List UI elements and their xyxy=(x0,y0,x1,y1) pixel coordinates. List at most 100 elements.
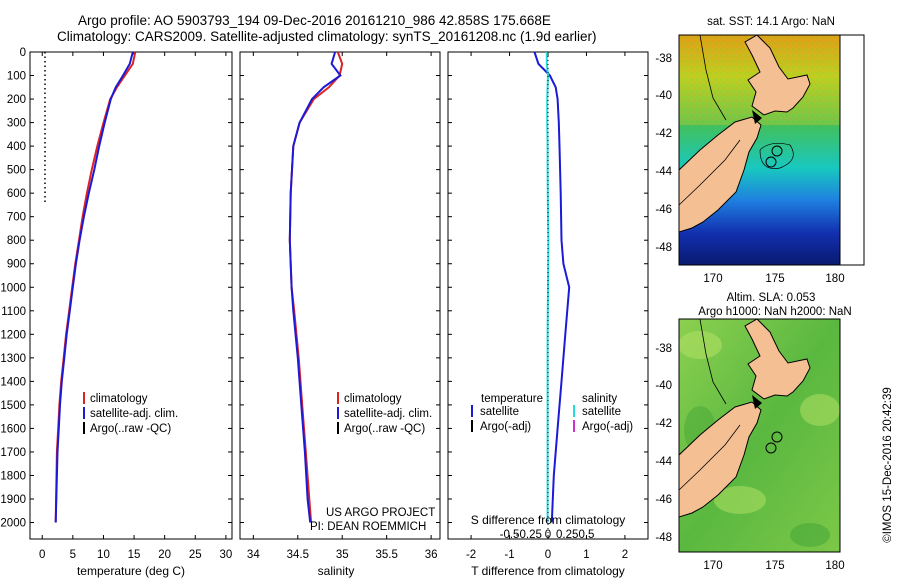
sst-lat-tick: -48 xyxy=(655,242,672,254)
x-tick-label: -2 xyxy=(466,549,476,561)
depth-tick-label: 1400 xyxy=(0,376,26,388)
x-tick-label: 30 xyxy=(219,549,232,561)
s-diff-tick-label: -0.25 xyxy=(516,529,542,541)
series-line-climatology xyxy=(288,51,344,523)
t-difference-axis-label: T difference from climatology xyxy=(471,564,625,578)
sla-lat-tick: -38 xyxy=(655,343,672,355)
sst-map-title: sat. SST: 14.1 Argo: NaN xyxy=(707,16,835,28)
depth-tick-label: 300 xyxy=(7,118,26,130)
x-tick-label: 25 xyxy=(189,549,202,561)
temperature-plot-frame xyxy=(29,51,233,540)
x-tick-label: 35 xyxy=(336,549,349,561)
pi-credit: PI: DEAN ROEMMICH xyxy=(310,521,426,533)
x-tick-label: -1 xyxy=(504,549,514,561)
sla-lat-tick: -44 xyxy=(655,456,672,468)
x-tick-label: 10 xyxy=(97,549,110,561)
depth-tick-label: 1800 xyxy=(0,470,26,482)
temperature-axis-label: temperature (deg C) xyxy=(77,564,185,578)
sst-lat-tick: -38 xyxy=(655,53,672,65)
temperature-chart: 0 5 10 15 20 25 30 xyxy=(30,51,232,561)
imos-timestamp: ©IMOS 15-Dec-2016 20:42:39 xyxy=(882,387,894,543)
legend-label-climatology: climatology xyxy=(344,393,402,405)
depth-tick-label: 1900 xyxy=(0,494,26,506)
sla-map xyxy=(678,318,841,553)
series-line-satellite xyxy=(54,51,134,523)
salinity-axis-label: salinity xyxy=(318,564,355,578)
sla-lon-tick: 170 xyxy=(703,560,722,572)
depth-tick-label: 1700 xyxy=(0,447,26,459)
depth-tick-label: 1100 xyxy=(1,306,26,318)
x-tick-label: 5 xyxy=(70,549,76,561)
depth-tick-label: 500 xyxy=(7,165,26,177)
north-island xyxy=(744,35,811,116)
x-tick-label: 36 xyxy=(425,549,438,561)
x-tick-label: 35.5 xyxy=(375,549,397,561)
sst-lon-tick: 170 xyxy=(703,273,722,285)
climatology-title: Climatology: CARS2009. Satellite-adjuste… xyxy=(57,29,597,44)
series-line-salinity-satellite xyxy=(545,52,550,523)
legend-label-t-argo: Argo(-adj) xyxy=(480,421,531,433)
sla-map-title: Altim. SLA: 0.053 xyxy=(727,292,816,304)
depth-tick-label: 700 xyxy=(7,212,26,224)
sst-map-axes: -38 -40 -42 -44 -46 -48 170 175 180 xyxy=(655,53,844,285)
x-tick-label: 34.5 xyxy=(287,549,309,561)
series-line-temperature-satellite xyxy=(533,51,571,523)
legend-label-satellite: satellite-adj. clim. xyxy=(90,408,178,420)
x-tick-label: 0 xyxy=(545,549,551,561)
temperature-legend: climatology satellite-adj. clim. Argo(..… xyxy=(83,392,178,435)
legend-label-s-argo: Argo(-adj) xyxy=(582,421,633,433)
south-island xyxy=(679,401,762,518)
sla-lat-tick: -40 xyxy=(655,380,672,392)
profile-title: Argo profile: AO 5903793_194 09-Dec-2016… xyxy=(78,13,551,28)
sst-map xyxy=(678,34,865,266)
depth-tick-label: 1200 xyxy=(0,329,26,341)
salinity-legend: climatology satellite-adj. clim. Argo(..… xyxy=(337,392,432,435)
x-tick-label: 1 xyxy=(583,549,589,561)
difference-chart: -2 -1 0 1 2 -0.5-0.25 0 0.25 0.5 xyxy=(448,51,648,561)
sla-map-axes: -38 -40 -42 -44 -46 -48 170 175 180 xyxy=(655,343,844,572)
depth-tick-label: 1600 xyxy=(0,423,26,435)
depth-axis: 0 100 200 300 400 500 600 700 800 900 1000 1100 1200… xyxy=(0,47,26,530)
salinity-chart: 34 34.5 35 35.5 36 xyxy=(240,51,440,561)
s-diff-tick-label: 0.25 xyxy=(556,529,578,541)
depth-tick-label: 2000 xyxy=(0,518,26,530)
argo-float-marker xyxy=(752,395,762,409)
salinity-plot-frame xyxy=(239,51,441,540)
north-island xyxy=(744,319,811,400)
sla-lat-tick: -48 xyxy=(655,532,672,544)
depth-tick-label: 1300 xyxy=(0,353,26,365)
s-diff-tick-label: 0.5 xyxy=(578,529,594,541)
depth-tick-label: 400 xyxy=(7,141,26,153)
legend-label-climatology: climatology xyxy=(90,393,148,405)
s-difference-axis-label: S difference from climatology xyxy=(471,513,626,527)
sla-lon-tick: 175 xyxy=(765,560,784,572)
legend-label-s-satellite: satellite xyxy=(582,406,621,418)
series-line-satellite xyxy=(288,51,342,523)
x-tick-label: 2 xyxy=(622,549,628,561)
sla-map-subtitle: Argo h1000: NaN h2000: NaN xyxy=(698,306,851,318)
legend-title-temperature: temperature xyxy=(481,393,543,405)
legend-title-salinity: salinity xyxy=(582,393,617,405)
s-diff-tick-label: -0.5 xyxy=(500,529,520,541)
depth-tick-label: 0 xyxy=(20,47,26,59)
sla-lat-tick: -46 xyxy=(655,494,672,506)
series-line-climatology xyxy=(54,51,137,523)
sst-lat-tick: -42 xyxy=(655,128,672,140)
depth-tick-label: 800 xyxy=(7,235,26,247)
legend-label-argo: Argo(..raw -QC) xyxy=(344,423,425,435)
depth-tick-label: 100 xyxy=(7,71,26,83)
depth-tick-label: 1500 xyxy=(0,400,26,412)
x-tick-label: 15 xyxy=(128,549,141,561)
sst-lon-tick: 180 xyxy=(825,273,844,285)
sla-lat-tick: -42 xyxy=(655,418,672,430)
difference-legend: temperature satellite Argo(-adj) salinit… xyxy=(471,393,633,433)
legend-label-t-satellite: satellite xyxy=(480,406,519,418)
x-tick-label: 0 xyxy=(39,549,45,561)
project-credit: US ARGO PROJECT xyxy=(326,507,435,519)
south-island xyxy=(679,116,762,233)
argo-float-marker xyxy=(752,110,762,124)
depth-tick-label: 1000 xyxy=(0,282,26,294)
legend-label-satellite: satellite-adj. clim. xyxy=(344,408,432,420)
depth-tick-label: 600 xyxy=(7,188,26,200)
